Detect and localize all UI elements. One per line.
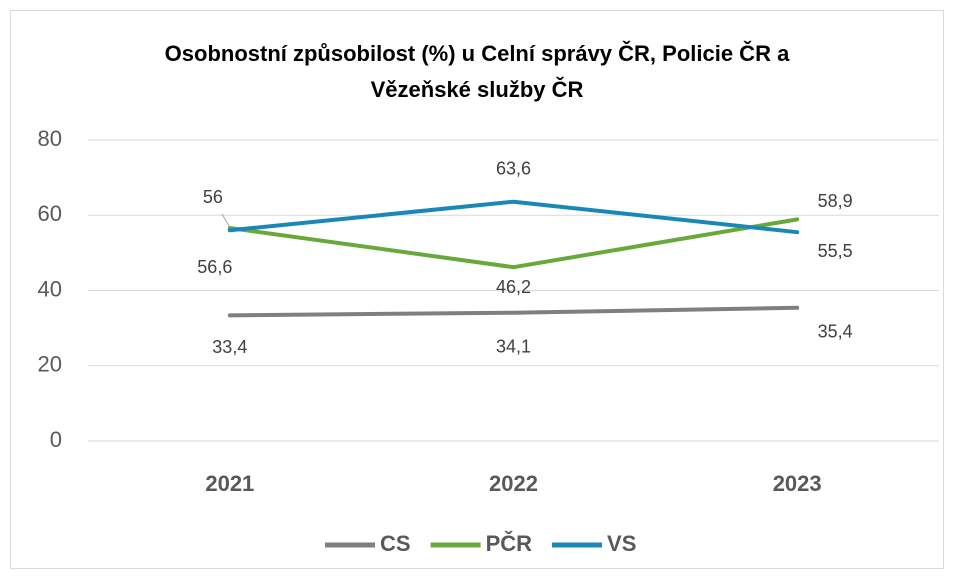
data-line — [227, 305, 800, 318]
y-tick-label: 20 — [38, 352, 62, 377]
data-label: 35,4 — [818, 322, 853, 342]
data-label: 58,9 — [818, 191, 853, 211]
x-tick-label: 2021 — [205, 471, 254, 496]
legend-label: PČR — [486, 531, 533, 556]
chart-border — [10, 10, 944, 569]
data-line — [227, 217, 800, 270]
data-label: 56,6 — [197, 257, 232, 277]
data-label: 63,6 — [496, 158, 531, 178]
data-label: 55,5 — [818, 241, 853, 261]
legend-label: CS — [380, 531, 411, 556]
data-line — [227, 199, 800, 235]
x-tick-label: 2022 — [489, 471, 538, 496]
data-label: 46,2 — [496, 277, 531, 297]
data-label: 34,1 — [496, 336, 531, 356]
data-label: 56 — [203, 187, 223, 207]
x-tick-label: 2023 — [773, 471, 822, 496]
y-tick-label: 0 — [50, 427, 62, 452]
legend-label: VS — [607, 531, 636, 556]
leader-line — [221, 213, 230, 227]
y-tick-label: 60 — [38, 201, 62, 226]
chart-title: Osobnostní způsobilost (%) u Celní správ… — [164, 41, 790, 102]
data-label: 33,4 — [212, 337, 247, 357]
y-tick-label: 40 — [38, 276, 62, 301]
y-tick-label: 80 — [38, 126, 62, 151]
